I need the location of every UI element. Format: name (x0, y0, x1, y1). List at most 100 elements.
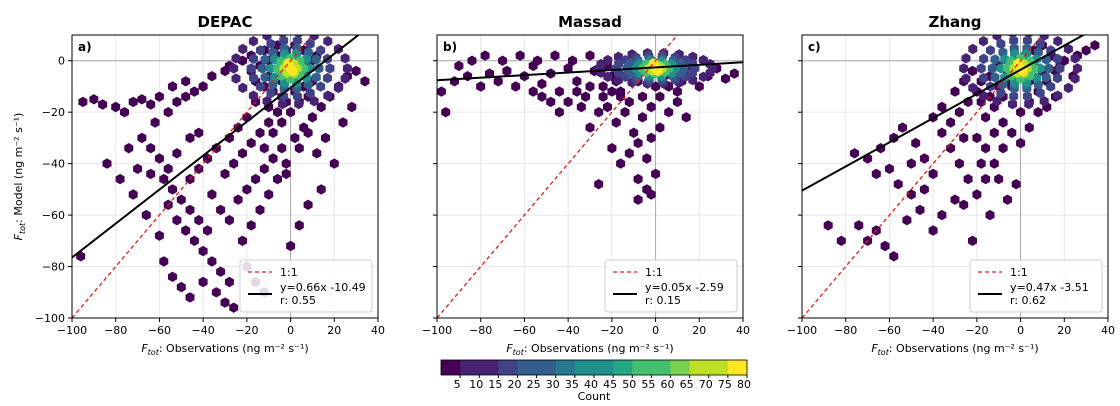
hexbin-cell (902, 215, 912, 226)
hexbin-cell (533, 55, 542, 66)
hexbin-cell (278, 98, 287, 110)
panel-letter: c) (808, 40, 821, 54)
hexbin-cell (990, 72, 1000, 83)
hexbin-cell (985, 45, 995, 56)
hexbin-cell (248, 36, 258, 47)
hexbin-cell (620, 107, 630, 118)
colorbar-tick-label: 50 (622, 378, 636, 391)
x-tick-label: −80 (104, 324, 127, 337)
hexbin-cell (979, 72, 989, 84)
hexbin-cell (1022, 91, 1032, 102)
hexbin-cell (146, 99, 156, 110)
hexbin-cell (159, 256, 169, 267)
hexbin-cell (233, 194, 243, 205)
hexbin-cell (959, 199, 969, 210)
hexbin-cell (338, 117, 348, 128)
hexbin-cell (990, 54, 1000, 65)
hexbin-cell (238, 235, 247, 246)
hexbin-cell (651, 81, 661, 92)
hexbin-cell (613, 51, 623, 62)
x-tick-label: 0 (1017, 324, 1024, 337)
hexbin-cell (314, 63, 324, 74)
hexbin-cell (981, 173, 991, 185)
hexbin-cell (176, 194, 186, 205)
hexbin-cell (1053, 90, 1063, 101)
hexbin-cell (655, 91, 665, 102)
colorbar-tick-label: 25 (527, 378, 541, 391)
hexbin-cell (163, 163, 173, 174)
identity-line (437, 35, 678, 318)
hexbin-cell (646, 101, 656, 113)
hexbin-cell (146, 168, 156, 180)
colorbar-segment (479, 360, 499, 375)
legend: 1:1 y=0.47x -3.51r: 0.62 (969, 259, 1103, 313)
hexbin-cell (207, 256, 217, 267)
x-axis-label: Ftot: Observations (ng m⁻² s⁻¹) (871, 342, 1038, 357)
hexbin-cell (968, 235, 977, 246)
hexbin-cell (581, 91, 591, 102)
colorbar-tick-label: 5 (454, 378, 461, 391)
hexbin-cell (467, 55, 477, 66)
hexbin-cell (307, 112, 317, 123)
x-tick-label: 20 (1057, 324, 1071, 337)
hexbin-cell (655, 122, 665, 133)
hexbin-cell (946, 143, 956, 154)
hexbin-cell (163, 107, 173, 118)
hexbin-cell (572, 76, 582, 87)
hexbin-cell (347, 101, 357, 113)
hexbin-cell (672, 96, 682, 108)
x-tick-label: 40 (736, 324, 750, 337)
hexbin-cell (572, 86, 582, 97)
x-tick-label: −20 (965, 324, 988, 337)
hexbin-cell (292, 35, 302, 46)
hexbin-cell (246, 220, 256, 231)
legend-r-label: r: 0.55 (280, 294, 316, 307)
hexbin-cell (266, 87, 276, 99)
panel-letter: a) (78, 40, 92, 54)
legend-identity-label: 1:1 (280, 266, 298, 279)
hexbin-cell (624, 148, 634, 159)
hexbin-cell (185, 204, 195, 216)
colorbar-segment (708, 360, 729, 375)
hexbin-cell (128, 96, 138, 108)
hexbin-cell (255, 81, 265, 92)
hexbin-cell (360, 76, 370, 87)
x-tick-label: −80 (469, 324, 492, 337)
hexbin-cell (168, 81, 177, 92)
hexbin-cell (89, 94, 99, 105)
hexbin-cell (893, 179, 903, 190)
hexbin-cell (978, 90, 988, 101)
hexbin-cell (1035, 38, 1045, 50)
colorbar-tick-label: 60 (661, 378, 675, 391)
legend-fit-label: y=0.05x -2.59 (645, 281, 724, 294)
hexbin-cell (137, 94, 147, 105)
hexbin-cell (273, 107, 282, 118)
x-tick-label: −40 (192, 324, 215, 337)
colorbar-tick-label: 40 (584, 378, 598, 391)
hexbin-cell (294, 143, 304, 154)
hexbin-cell (154, 153, 164, 164)
hexbin-cell (1063, 82, 1073, 94)
y-tick-label: −40 (42, 158, 65, 171)
hexbin-cell (198, 276, 208, 288)
hexbin-cell (563, 63, 573, 74)
hexbin-cell (642, 153, 652, 164)
hexbin-cell (159, 173, 169, 185)
hexbin-cell (311, 72, 321, 83)
colorbar-tick-label: 70 (699, 378, 713, 391)
hexbin-cell (198, 81, 208, 92)
x-tick-label: 20 (692, 324, 706, 337)
panel-zhang: −100 −80 −60 −40 −20 0 20 40 Zhang c) Ftot: Observ… (787, 13, 1115, 357)
hexbin-cell (653, 65, 663, 77)
hexbin-cell (598, 81, 608, 92)
hexbin-cell (985, 209, 995, 221)
hexbin-cell (292, 91, 302, 102)
hexbin-cell (229, 302, 239, 313)
hexbin-cell (928, 168, 938, 180)
hexbin-cell (607, 143, 617, 154)
hexbin-cell (181, 225, 191, 236)
hexbin-cell (1090, 40, 1100, 51)
hexbin-cell (351, 65, 361, 77)
hexbin-cell (721, 73, 730, 84)
hexbin-cell (672, 86, 682, 97)
